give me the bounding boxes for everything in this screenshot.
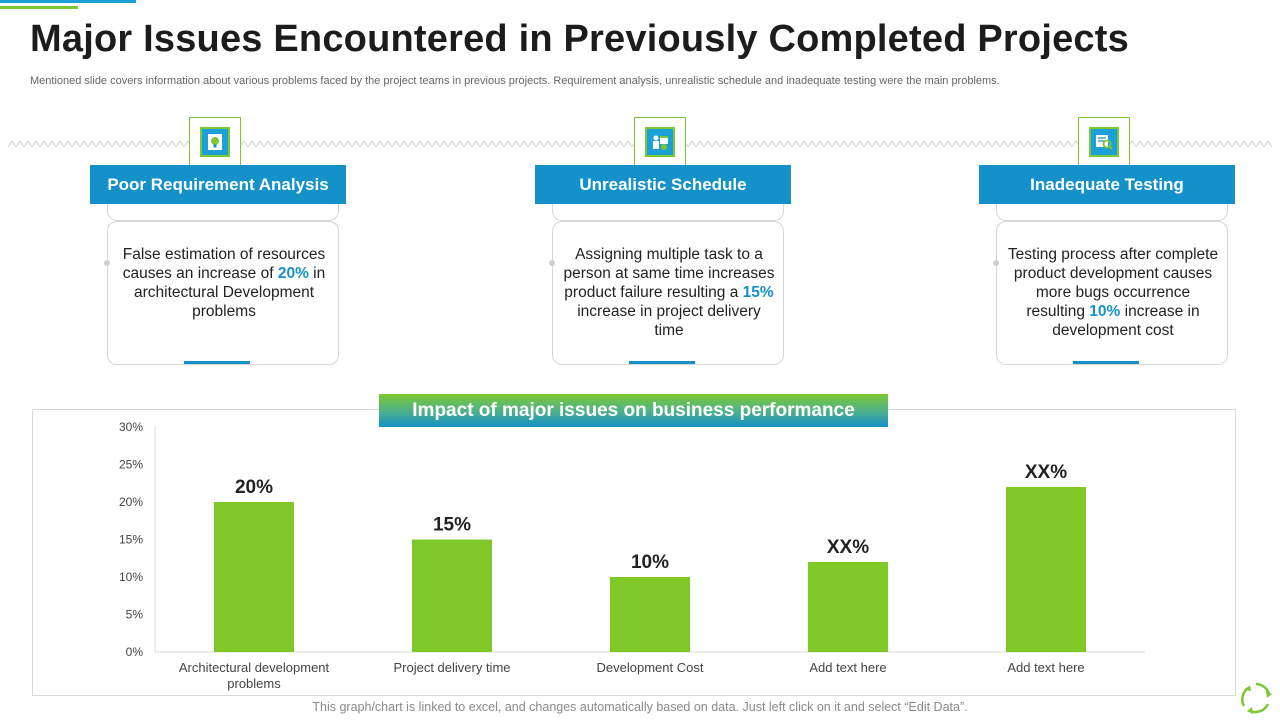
y-tick-label: 15% [119,533,143,547]
card-text-part: in architectural Development problems [133,265,326,320]
card-text-part: increase in development cost [1052,303,1200,339]
card-text-part: Testing process after complete product d… [1007,246,1219,320]
chart-title: Impact of major issues on business perfo… [379,394,888,427]
card-description: Testing process after complete product d… [1006,245,1220,340]
card-underline [629,361,695,364]
card-highlight-value: 15% [742,284,774,301]
x-tick-label: Add text here [809,660,886,675]
card-heading: Unrealistic Schedule [535,165,791,204]
card-underline [184,361,250,364]
card-text-part: Assigning multiple task to a person at s… [563,246,775,301]
card-highlight-value: 10% [1089,303,1121,320]
x-tick-label: Project delivery time [393,660,510,675]
card-connector [107,204,339,221]
x-tick-label: Development Cost [597,660,704,675]
y-tick-label: 10% [119,570,143,584]
calendar-person-icon [645,127,675,157]
issue-card-requirement: Poor Requirement Analysis False estimati… [90,117,346,367]
card-icon-frame [634,117,686,167]
issue-card-testing: Inadequate Testing Testing process after… [979,117,1235,367]
data-label: 20% [235,477,273,498]
bar[interactable] [1006,487,1086,652]
card-body [107,221,339,365]
bar[interactable] [214,502,294,652]
x-tick-label: Architectural development problems [179,660,330,691]
card-connector [996,204,1228,221]
data-label: 15% [433,515,471,536]
card-bullet-dot [104,260,110,266]
slide-title: Major Issues Encountered in Previously C… [30,18,1129,60]
lightbulb-document-icon [200,127,230,157]
recycle-icon [1241,682,1272,714]
slide-subtitle: Mentioned slide covers information about… [30,75,1000,87]
y-tick-label: 5% [126,608,144,622]
top-accent-line-blue [0,0,136,3]
x-tick-label: Add text here [1007,660,1084,675]
y-tick-label: 30% [119,420,143,434]
y-tick-label: 0% [126,645,144,659]
card-connector [552,204,784,221]
top-accent-line-green [0,6,78,9]
card-underline [1073,361,1139,364]
card-description: False estimation of resources causes an … [117,245,331,321]
card-icon-frame [189,117,241,167]
card-heading: Inadequate Testing [979,165,1235,204]
card-icon-frame [1078,117,1130,167]
card-description: Assigning multiple task to a person at s… [562,245,776,340]
bar[interactable] [808,562,888,652]
data-label: 10% [631,552,669,573]
card-text-part: increase in project delivery time [577,303,761,339]
card-text-part: False estimation of resources causes an … [122,246,326,282]
issue-card-schedule: Unrealistic Schedule Assigning multiple … [535,117,791,367]
bar-chart[interactable]: 0% 5% 10% 15% 20% 25% 30% 20% Architectural deve… [33,410,1235,695]
card-body [996,221,1228,365]
card-heading: Poor Requirement Analysis [90,165,346,204]
y-tick-label: 25% [119,458,143,472]
card-highlight-value: 20% [277,265,309,282]
data-label: XX% [1025,462,1067,483]
y-tick-label: 20% [119,495,143,509]
data-label: XX% [827,537,869,558]
card-bullet-dot [993,260,999,266]
card-body [552,221,784,365]
bar[interactable] [412,539,492,653]
bar[interactable] [610,577,690,652]
magnifier-checklist-icon [1089,127,1119,157]
card-bullet-dot [549,260,555,266]
chart-footnote: This graph/chart is linked to excel, and… [312,700,968,714]
